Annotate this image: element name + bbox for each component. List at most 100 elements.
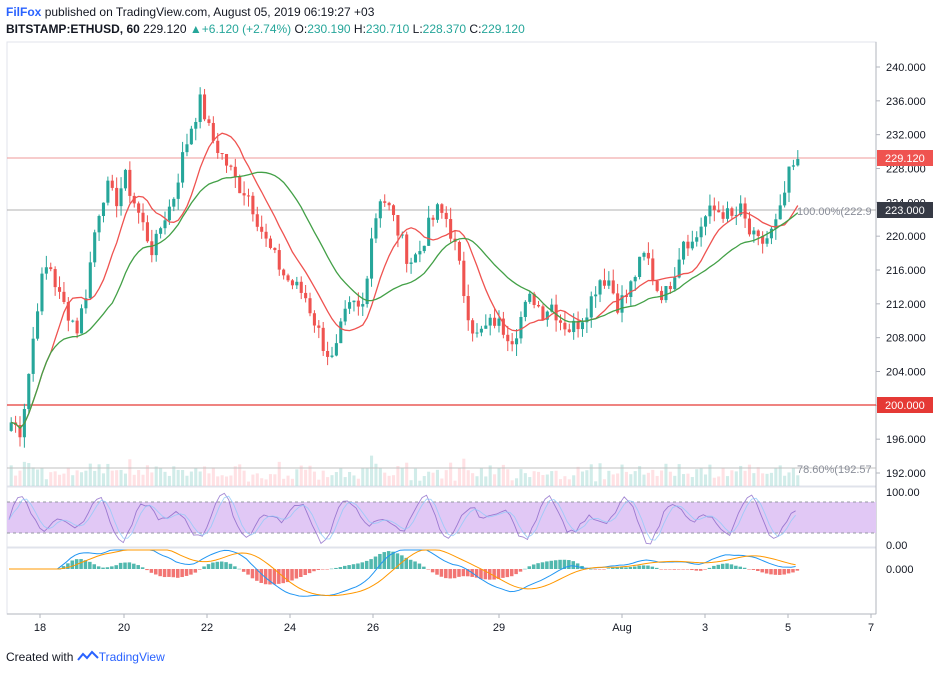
candle-body[interactable] [101,202,106,217]
candle-body[interactable] [515,338,519,345]
candle-body[interactable] [778,205,782,220]
candle-body[interactable] [563,322,567,330]
candle-body[interactable] [616,293,620,313]
candle-body[interactable] [510,341,514,345]
candle-body[interactable] [466,296,470,321]
candle-body[interactable] [550,304,554,312]
candle-body[interactable] [365,278,369,305]
candle-body[interactable] [378,201,382,219]
candle-body[interactable] [756,230,760,236]
candle-body[interactable] [36,311,40,339]
candle-body[interactable] [330,355,334,357]
candle-body[interactable] [585,317,589,323]
candle-body[interactable] [730,208,734,216]
candle-body[interactable] [642,252,646,257]
candle-body[interactable] [435,204,439,220]
candle-body[interactable] [79,308,84,334]
candle-body[interactable] [44,267,48,274]
candle-body[interactable] [747,218,752,235]
candle-body[interactable] [189,128,193,145]
candle-body[interactable] [295,281,299,286]
candle-body[interactable] [176,182,180,199]
candle-body[interactable] [690,241,694,249]
candle-body[interactable] [277,250,281,270]
candle-body[interactable] [695,237,699,242]
candle-body[interactable] [743,203,747,219]
candle-body[interactable] [264,231,268,239]
candle-body[interactable] [220,152,224,155]
candle-body[interactable] [123,169,127,189]
candle-body[interactable] [145,222,149,242]
candle-body[interactable] [75,320,79,334]
candle-body[interactable] [651,258,655,282]
candle-body[interactable] [159,228,163,234]
candle-body[interactable] [31,338,35,374]
candle-body[interactable] [299,281,303,293]
candle-body[interactable] [211,122,215,141]
candle-body[interactable] [348,302,352,309]
symbol-name[interactable]: BITSTAMP:ETHUSD, 60 [6,22,140,36]
candle-body[interactable] [238,176,242,194]
candle-body[interactable] [198,94,202,122]
candle-body[interactable] [479,328,483,333]
candle-body[interactable] [374,218,378,239]
candlesticks[interactable] [9,87,800,448]
candle-body[interactable] [488,317,492,326]
candle-body[interactable] [132,195,136,204]
candle-body[interactable] [53,269,57,288]
candle-body[interactable] [620,295,624,313]
candle-body[interactable] [400,234,404,236]
candle-body[interactable] [150,241,154,256]
candle-body[interactable] [791,165,795,167]
candle-body[interactable] [343,308,347,322]
candle-body[interactable] [703,216,708,227]
candle-body[interactable] [519,316,523,339]
candle-body[interactable] [523,301,527,317]
candle-body[interactable] [216,140,220,153]
candle-body[interactable] [321,327,325,351]
candle-body[interactable] [172,198,176,207]
tradingview-logo-icon[interactable] [76,650,99,665]
candle-body[interactable] [501,318,505,335]
candle-body[interactable] [532,293,536,305]
candle-body[interactable] [541,306,545,320]
candle-body[interactable] [207,119,211,123]
candle-body[interactable] [677,259,681,278]
candle-body[interactable] [282,269,286,276]
candle-body[interactable] [304,292,308,299]
candle-body[interactable] [339,321,343,344]
macd-pane[interactable] [6,547,877,615]
candle-body[interactable] [396,215,400,236]
candle-body[interactable] [699,226,703,238]
candle-body[interactable] [725,208,730,219]
candle-body[interactable] [427,217,431,246]
candle-body[interactable] [383,201,387,203]
candle-body[interactable] [167,206,171,221]
candle-body[interactable] [18,425,22,438]
candle-body[interactable] [607,280,611,286]
candle-body[interactable] [62,291,66,302]
candle-body[interactable] [576,320,580,330]
candle-body[interactable] [783,192,787,206]
candle-body[interactable] [356,300,360,307]
candle-body[interactable] [660,290,664,301]
candle-body[interactable] [57,287,62,292]
candle-body[interactable] [326,350,330,357]
candle-body[interactable] [796,159,800,166]
candle-body[interactable] [84,298,88,309]
candle-body[interactable] [137,203,141,213]
candle-body[interactable] [290,280,294,286]
candle-body[interactable] [457,241,461,261]
candle-body[interactable] [668,286,672,290]
candle-body[interactable] [260,226,264,232]
candle-body[interactable] [413,254,418,263]
candle-body[interactable] [594,294,598,297]
candle-body[interactable] [506,334,510,342]
candle-body[interactable] [233,166,237,177]
candle-body[interactable] [739,203,743,215]
candle-body[interactable] [40,273,44,312]
candle-body[interactable] [655,281,659,291]
price-axis[interactable]: 240.000236.000232.000228.000224.000220.0… [876,62,926,480]
candle-body[interactable] [141,212,145,223]
